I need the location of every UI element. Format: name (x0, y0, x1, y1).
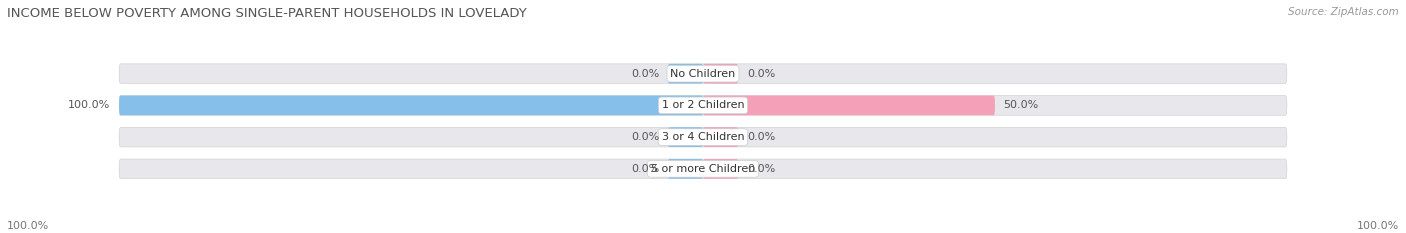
Text: 0.0%: 0.0% (747, 164, 775, 174)
Text: 0.0%: 0.0% (747, 69, 775, 79)
FancyBboxPatch shape (703, 159, 738, 179)
FancyBboxPatch shape (668, 127, 703, 147)
Text: 100.0%: 100.0% (1357, 221, 1399, 231)
FancyBboxPatch shape (120, 96, 1286, 115)
Text: 100.0%: 100.0% (67, 100, 111, 110)
Text: 0.0%: 0.0% (631, 69, 659, 79)
FancyBboxPatch shape (120, 64, 1286, 83)
Text: 50.0%: 50.0% (1004, 100, 1039, 110)
Text: 3 or 4 Children: 3 or 4 Children (662, 132, 744, 142)
FancyBboxPatch shape (120, 127, 1286, 147)
Text: INCOME BELOW POVERTY AMONG SINGLE-PARENT HOUSEHOLDS IN LOVELADY: INCOME BELOW POVERTY AMONG SINGLE-PARENT… (7, 7, 527, 20)
FancyBboxPatch shape (668, 64, 703, 83)
FancyBboxPatch shape (120, 96, 703, 115)
Text: 0.0%: 0.0% (631, 132, 659, 142)
Text: Source: ZipAtlas.com: Source: ZipAtlas.com (1288, 7, 1399, 17)
FancyBboxPatch shape (703, 96, 995, 115)
Text: 100.0%: 100.0% (7, 221, 49, 231)
Text: 0.0%: 0.0% (747, 132, 775, 142)
Text: 0.0%: 0.0% (631, 164, 659, 174)
Text: No Children: No Children (671, 69, 735, 79)
FancyBboxPatch shape (120, 159, 1286, 179)
FancyBboxPatch shape (703, 64, 738, 83)
FancyBboxPatch shape (703, 127, 738, 147)
FancyBboxPatch shape (668, 159, 703, 179)
Text: 1 or 2 Children: 1 or 2 Children (662, 100, 744, 110)
Text: 5 or more Children: 5 or more Children (651, 164, 755, 174)
